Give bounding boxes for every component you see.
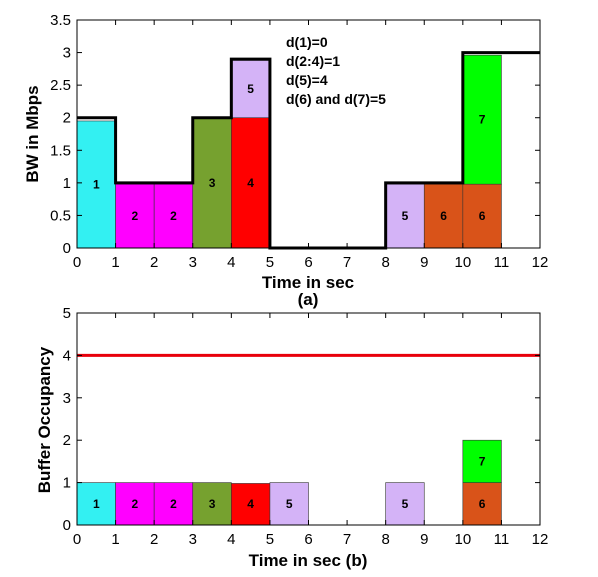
segment-label-4: 3 [209, 497, 216, 511]
segment-label-8: 6 [440, 209, 447, 223]
x-axis-label: Time in sec (b) [249, 551, 368, 570]
x-axis-label: Time in sec [262, 273, 354, 292]
x-tick-label: 10 [454, 531, 471, 548]
segment-bar-9 [462, 183, 502, 249]
segment-label-7: 5 [402, 209, 409, 223]
y-tick-label: 0 [63, 517, 71, 534]
segment-bar-3 [153, 183, 194, 249]
segment-bar-10 [462, 54, 502, 185]
x-tick-label: 0 [73, 531, 81, 548]
segment-bar-6 [231, 60, 271, 119]
x-tick-label: 9 [420, 531, 428, 548]
y-tick-label: 2 [63, 432, 71, 449]
y-tick-label: 5 [63, 305, 71, 322]
x-tick-label: 8 [381, 254, 389, 271]
segment-label-4: 3 [209, 176, 216, 190]
segment-label-5: 4 [247, 176, 254, 190]
segment-bar-4 [192, 117, 232, 249]
segment-label-1: 1 [93, 497, 100, 511]
x-tick-label: 10 [454, 254, 471, 271]
y-tick-label: 3 [63, 45, 71, 62]
y-tick-label: 2.5 [50, 77, 71, 94]
x-tick-label: 11 [494, 254, 510, 271]
segment-label-1: 1 [93, 177, 100, 191]
segment-bar-4 [192, 482, 232, 526]
segment-label-5: 4 [247, 497, 254, 511]
bandwidth-step-line [77, 51, 540, 250]
x-tick-label: 12 [532, 254, 549, 271]
segment-bar-1 [76, 482, 116, 526]
y-tick-label: 1 [63, 175, 71, 192]
x-tick-label: 3 [189, 531, 197, 548]
y-axis-label: BW in Mbps [23, 85, 42, 182]
y-axis-label: Buffer Occupancy [35, 346, 54, 493]
bandwidth-chart: 12 23 455 6 67 0 1 2 3 4 5 6 7 8 9 10 11 12 00.511.522.5… [23, 12, 548, 309]
subplot-label: (a) [298, 290, 319, 309]
y-tick-label: 2 [63, 110, 71, 127]
annotation-d1: d(1)=0 [286, 34, 328, 50]
segment-label-8: 6 [479, 497, 486, 511]
x-tick-label: 0 [73, 254, 81, 271]
x-tick-label: 9 [420, 254, 428, 271]
segment-label-9: 7 [479, 454, 486, 468]
x-tick-label: 4 [227, 254, 235, 271]
x-tick-label: 1 [111, 531, 119, 548]
segment-label-9: 6 [479, 209, 486, 223]
segment-label-2: 2 [132, 497, 139, 511]
x-tick-label: 2 [150, 254, 158, 271]
x-tick-label: 7 [343, 531, 351, 548]
y-tick-label: 3.5 [50, 12, 71, 29]
x-tick-label: 11 [494, 531, 510, 548]
x-tick-label: 5 [266, 254, 274, 271]
annotation-d6-d7: d(6) and d(7)=5 [286, 91, 386, 107]
y-tick-label: 0.5 [50, 207, 71, 224]
segment-bar-7 [385, 482, 425, 526]
y-tick-label: 0 [63, 240, 71, 257]
segment-label-6: 5 [286, 497, 293, 511]
segment-bar-2 [115, 482, 155, 526]
y-tick-label: 1.5 [50, 142, 71, 159]
y-tick-label: 3 [63, 390, 71, 407]
segment-bar-9 [462, 439, 502, 483]
x-tick-label: 12 [532, 531, 549, 548]
segment-label-7: 5 [402, 497, 409, 511]
segment-bar-7 [385, 183, 425, 249]
segment-label-10: 7 [479, 113, 486, 127]
segment-label-3: 2 [170, 497, 177, 511]
annotation-d2-4: d(2:4)=1 [286, 53, 340, 69]
y-tick-label: 4 [63, 347, 71, 364]
x-tick-label: 6 [304, 531, 312, 548]
segment-bar-5 [231, 117, 271, 249]
x-tick-label: 1 [111, 254, 119, 271]
y-tick-label: 1 [63, 475, 71, 492]
segment-label-6: 5 [247, 82, 254, 96]
segment-bar-3 [153, 482, 194, 526]
segment-bar-1 [76, 120, 116, 249]
segment-bar-8 [423, 183, 464, 249]
x-tick-label: 5 [266, 531, 274, 548]
x-tick-label: 3 [189, 254, 197, 271]
x-tick-label: 8 [381, 531, 389, 548]
x-tick-label: 7 [343, 254, 351, 271]
x-tick-label: 2 [150, 531, 158, 548]
segment-label-3: 2 [170, 209, 177, 223]
segment-bar-5 [231, 483, 271, 526]
annotation-d5: d(5)=4 [286, 72, 328, 88]
x-tick-label: 6 [304, 254, 312, 271]
x-tick-label: 4 [227, 531, 235, 548]
segment-bar-6 [269, 482, 309, 526]
segment-label-2: 2 [132, 209, 139, 223]
